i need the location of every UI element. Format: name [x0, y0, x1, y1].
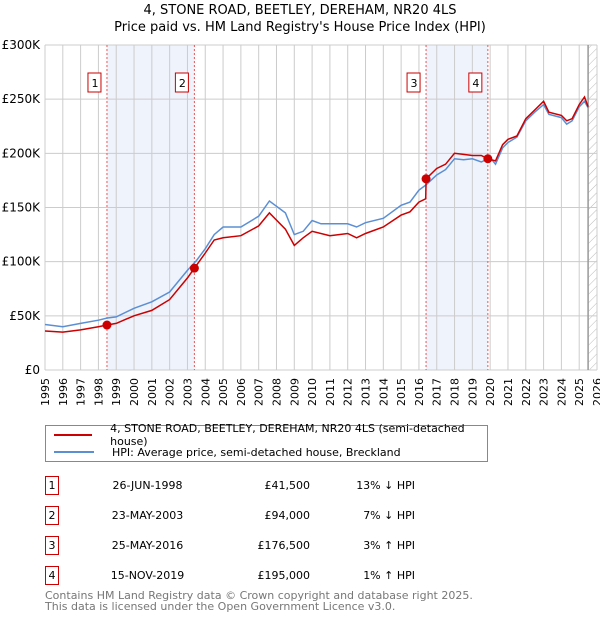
x-tick-label: 2021 [502, 378, 515, 406]
x-tick-label: 2022 [520, 378, 533, 406]
y-tick-label: £250K [2, 92, 42, 106]
sale-price: £94,000 [264, 509, 311, 522]
hpi-line [44, 100, 589, 328]
sale-date: 25-MAY-2016 [111, 539, 184, 552]
x-tick-label: 2020 [484, 378, 497, 406]
sale-label: 2 [179, 77, 186, 90]
x-tick-label: 2007 [253, 378, 266, 406]
sale-point [421, 174, 431, 184]
x-tick-label: 1996 [57, 378, 70, 406]
x-tick-label: 2001 [146, 378, 159, 406]
chart-subtitle: Price paid vs. HM Land Registry's House … [114, 20, 486, 35]
sale-price: £176,500 [257, 539, 311, 552]
sale-hpi-diff: 3% ↑ HPI [363, 539, 415, 552]
sale-label: 3 [411, 77, 418, 90]
y-tick-label: £150K [2, 201, 42, 215]
x-tick-label: 1998 [92, 378, 105, 406]
footer-licence: This data is licensed under the Open Gov… [45, 600, 396, 613]
chart-title: 4, STONE ROAD, BEETLEY, DEREHAM, NR20 4L… [143, 3, 457, 18]
x-tick-label: 2000 [128, 378, 141, 406]
sale-number-badge: 4 [45, 566, 59, 585]
price-chart: 1995 1996 1997 1998 1999 2000 2001 2002 2003 2004… [2, 38, 600, 406]
sale-point [189, 263, 199, 273]
x-tick-label: 2018 [449, 378, 462, 406]
sale-point [483, 154, 493, 164]
sale-number-badge: 1 [45, 476, 59, 495]
sale-hpi-diff: 1% ↑ HPI [363, 569, 415, 582]
legend-label-property: 4, STONE ROAD, BEETLEY, DEREHAM, NR20 4L… [110, 422, 465, 448]
x-tick-label: 2008 [270, 378, 283, 406]
sale-price: £195,000 [257, 569, 311, 582]
sale-label-box [87, 72, 102, 93]
legend: 4, STONE ROAD, BEETLEY, DEREHAM, NR20 4L… [45, 422, 488, 462]
x-tick-label: 2003 [181, 378, 194, 406]
sale-hpi-diff: 13% ↓ HPI [356, 479, 415, 492]
sale-hpi-diff: 7% ↓ HPI [363, 509, 415, 522]
sale-number-badge: 3 [45, 536, 59, 555]
sale-point [102, 320, 112, 330]
transaction-row: 1 26-JUN-1998 £41,500 13% ↓ HPI [45, 476, 425, 496]
sale-label-box [406, 72, 421, 93]
sale-date: 26-JUN-1998 [112, 479, 183, 492]
transaction-row: 3 25-MAY-2016 £176,500 3% ↑ HPI [45, 536, 425, 556]
x-tick-label: 2004 [199, 378, 212, 406]
x-tick-label: 2006 [235, 378, 248, 406]
y-tick-label: £300K [2, 38, 42, 52]
x-tick-label: 2010 [306, 378, 319, 406]
legend-swatch-property [54, 434, 93, 436]
x-tick-label: 2005 [217, 378, 230, 406]
sale-label: 1 [91, 77, 98, 90]
x-tick-label: 2012 [342, 378, 355, 406]
x-tick-label: 2014 [377, 378, 390, 406]
legend-swatch-hpi [54, 451, 94, 453]
x-tick-label: 2019 [466, 378, 479, 406]
y-tick-label: £100K [2, 255, 42, 269]
x-tick-label: 2002 [164, 378, 177, 406]
x-tick-label: 2009 [288, 378, 301, 406]
x-tick-label: 2011 [324, 378, 337, 406]
sale-number-badge: 2 [45, 506, 59, 525]
x-tick-label: 1995 [39, 378, 52, 406]
x-tick-label: 2026 [591, 378, 600, 406]
x-tick-label: 2025 [573, 378, 586, 406]
sale-label-box [468, 72, 483, 93]
y-tick-label: £50K [9, 309, 41, 323]
sale-price: £41,500 [264, 479, 311, 492]
footer-copyright: Contains HM Land Registry data © Crown c… [45, 589, 473, 602]
x-tick-label: 1999 [110, 378, 123, 406]
transaction-row: 2 23-MAY-2003 £94,000 7% ↓ HPI [45, 506, 425, 526]
x-tick-label: 2013 [360, 378, 373, 406]
sale-label-box [174, 72, 189, 93]
sale-date: 15-NOV-2019 [110, 569, 185, 582]
legend-item-hpi: HPI: Average price, semi-detached house,… [54, 444, 401, 460]
x-tick-label: 2023 [538, 378, 551, 406]
x-tick-label: 2024 [555, 378, 568, 406]
y-tick-label: £200K [2, 146, 42, 160]
sale-date: 23-MAY-2003 [111, 509, 184, 522]
property-price-line [44, 95, 589, 333]
transaction-row: 4 15-NOV-2019 £195,000 1% ↑ HPI [45, 566, 425, 586]
x-tick-label: 2015 [395, 378, 408, 406]
x-tick-label: 2017 [431, 378, 444, 406]
x-tick-label: 1997 [75, 378, 88, 406]
y-tick-label: £0 [25, 363, 40, 377]
x-tick-label: 2016 [413, 378, 426, 406]
sale-label: 4 [472, 77, 479, 90]
legend-item-property: 4, STONE ROAD, BEETLEY, DEREHAM, NR20 4L… [54, 422, 487, 448]
legend-label-hpi: HPI: Average price, semi-detached house,… [112, 445, 401, 459]
